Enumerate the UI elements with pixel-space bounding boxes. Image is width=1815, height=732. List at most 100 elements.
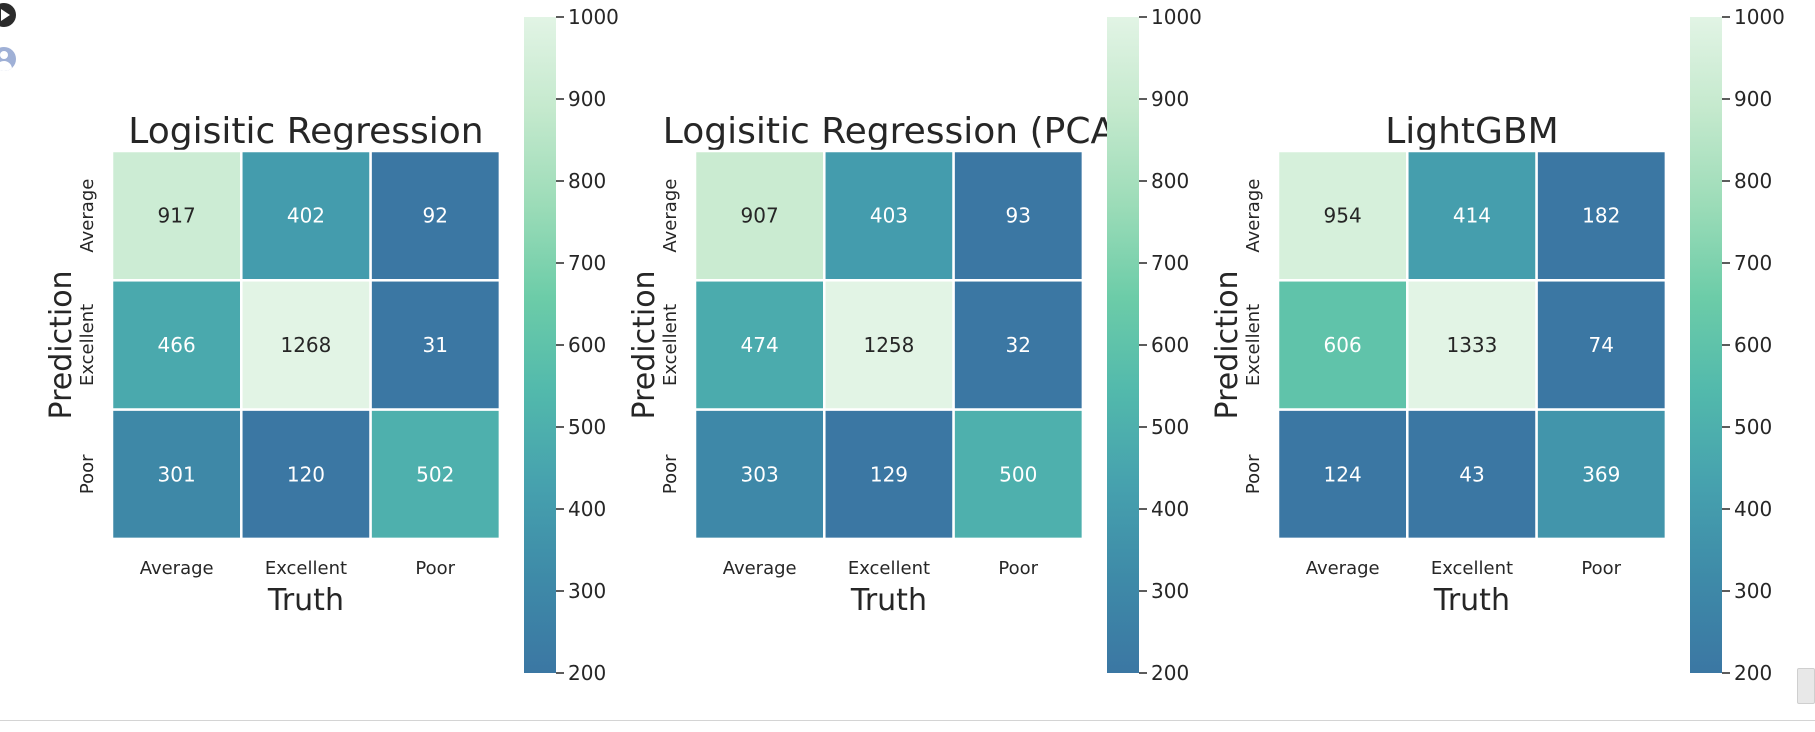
- heatmap-cell: [952, 279, 1085, 411]
- colorbar-tick-label: 800: [1151, 169, 1189, 193]
- colorbar-tick-label: 1000: [568, 5, 619, 29]
- colorbar-tick-label: 700: [1151, 251, 1189, 275]
- bottom-divider: [0, 720, 1815, 721]
- heatmap-cell: [823, 279, 955, 411]
- y-tick-label: Poor: [1243, 454, 1264, 494]
- heatmap-cell: [1535, 279, 1668, 411]
- cell-value-label: 303: [741, 462, 779, 486]
- chart-title: LightGBM: [1385, 111, 1559, 152]
- cell-value-label: 474: [741, 333, 779, 357]
- colorbar-tick-label: 900: [1734, 87, 1772, 111]
- colorbar: [1107, 17, 1139, 673]
- x-tick-label: Excellent: [1431, 558, 1513, 579]
- cell-value-label: 369: [1582, 462, 1620, 486]
- colorbar-tick-label: 300: [568, 579, 606, 603]
- cell-value-label: 402: [287, 204, 325, 228]
- colorbar-tick-label: 300: [1734, 579, 1772, 603]
- colorbar-tick-label: 1000: [1151, 5, 1202, 29]
- scrollbar-handle[interactable]: [1797, 668, 1815, 704]
- x-tick-label: Average: [723, 558, 797, 579]
- colorbar-tick-label: 600: [1734, 333, 1772, 357]
- x-tick-label: Poor: [415, 558, 455, 579]
- heatmap-cell: [1535, 149, 1668, 282]
- x-tick-label: Average: [1306, 558, 1380, 579]
- cell-value-label: 43: [1459, 462, 1484, 486]
- cell-value-label: 403: [870, 204, 908, 228]
- heatmap-panel-1: Logisitic Regression 917 402 92 466 1268 31 301…: [44, 5, 619, 685]
- cell-value-label: 414: [1453, 204, 1491, 228]
- x-tick-label: Poor: [1581, 558, 1621, 579]
- y-tick-label: Poor: [660, 454, 681, 494]
- play-icon[interactable]: [0, 3, 16, 27]
- y-tick-label: Excellent: [660, 304, 681, 386]
- heatmap-cell: [369, 408, 502, 541]
- heatmap-cell: [110, 149, 243, 282]
- cell-value-label: 1258: [863, 333, 914, 357]
- colorbar-tick-label: 500: [568, 415, 606, 439]
- heatmap-cell: [952, 408, 1085, 541]
- y-tick-label: Average: [660, 179, 681, 253]
- colorbar-tick-label: 300: [1151, 579, 1189, 603]
- colorbar: [1690, 17, 1722, 673]
- cell-value-label: 129: [870, 462, 908, 486]
- heatmap-cell: [823, 408, 955, 541]
- colorbar-tick-label: 1000: [1734, 5, 1785, 29]
- heatmap-cell: [952, 149, 1085, 282]
- colorbar: [524, 17, 556, 673]
- user-icon[interactable]: [0, 47, 16, 71]
- heatmap-cell: [693, 149, 826, 282]
- y-axis-label: Prediction: [627, 270, 662, 419]
- cell-value-label: 124: [1324, 462, 1362, 486]
- chart-title: Logisitic Regression: [128, 111, 483, 152]
- heatmap-cell: [693, 408, 826, 541]
- colorbar-tick-label: 700: [1734, 251, 1772, 275]
- y-tick-label: Excellent: [77, 304, 98, 386]
- colorbar-tick-label: 800: [568, 169, 606, 193]
- cell-value-label: 917: [158, 204, 196, 228]
- cell-value-label: 120: [287, 462, 325, 486]
- cell-value-label: 92: [423, 204, 448, 228]
- colorbar-tick-label: 500: [1734, 415, 1772, 439]
- x-tick-label: Average: [140, 558, 214, 579]
- x-tick-label: Excellent: [848, 558, 930, 579]
- colorbar-tick-label: 200: [1151, 661, 1189, 685]
- colorbar-tick-label: 600: [568, 333, 606, 357]
- cell-value-label: 606: [1324, 333, 1362, 357]
- cell-value-label: 301: [158, 462, 196, 486]
- y-tick-label: Excellent: [1243, 304, 1264, 386]
- cell-value-label: 502: [416, 462, 454, 486]
- heatmap-cell: [1406, 408, 1538, 541]
- heatmap-cell: [110, 408, 243, 541]
- colorbar-tick-label: 400: [1151, 497, 1189, 521]
- colorbar-tick-label: 400: [568, 497, 606, 521]
- colorbar-tick-label: 900: [568, 87, 606, 111]
- cell-value-label: 182: [1582, 204, 1620, 228]
- heatmap-panel-3: LightGBM 954 414 182 606 1333 74 124 43 369 Averag…: [1210, 5, 1785, 685]
- cell-value-label: 74: [1589, 333, 1614, 357]
- colorbar-tick-label: 700: [568, 251, 606, 275]
- heatmap-cell: [1535, 408, 1668, 541]
- heatmap-cell: [240, 149, 372, 282]
- cell-value-label: 954: [1324, 204, 1362, 228]
- cell-value-label: 1268: [280, 333, 331, 357]
- x-axis-label: Truth: [267, 583, 344, 618]
- heatmap-panel-2: Logisitic Regression (PCA 907 403 93 474 1258…: [627, 5, 1202, 685]
- cell-value-label: 93: [1006, 204, 1031, 228]
- colorbar-tick-label: 200: [1734, 661, 1772, 685]
- heatmap-cell: [1276, 408, 1409, 541]
- cell-value-label: 466: [158, 333, 196, 357]
- colorbar-tick-label: 200: [568, 661, 606, 685]
- x-tick-label: Poor: [998, 558, 1038, 579]
- cell-value-label: 500: [999, 462, 1037, 486]
- y-axis-label: Prediction: [44, 270, 79, 419]
- cell-value-label: 31: [423, 333, 448, 357]
- colorbar-tick-label: 900: [1151, 87, 1189, 111]
- y-tick-label: Average: [77, 179, 98, 253]
- colorbar-tick-label: 400: [1734, 497, 1772, 521]
- y-axis-label: Prediction: [1210, 270, 1245, 419]
- colorbar-tick-label: 500: [1151, 415, 1189, 439]
- heatmap-cell: [369, 149, 502, 282]
- x-tick-label: Excellent: [265, 558, 347, 579]
- colorbar-tick-label: 600: [1151, 333, 1189, 357]
- heatmap-cell: [1276, 279, 1409, 411]
